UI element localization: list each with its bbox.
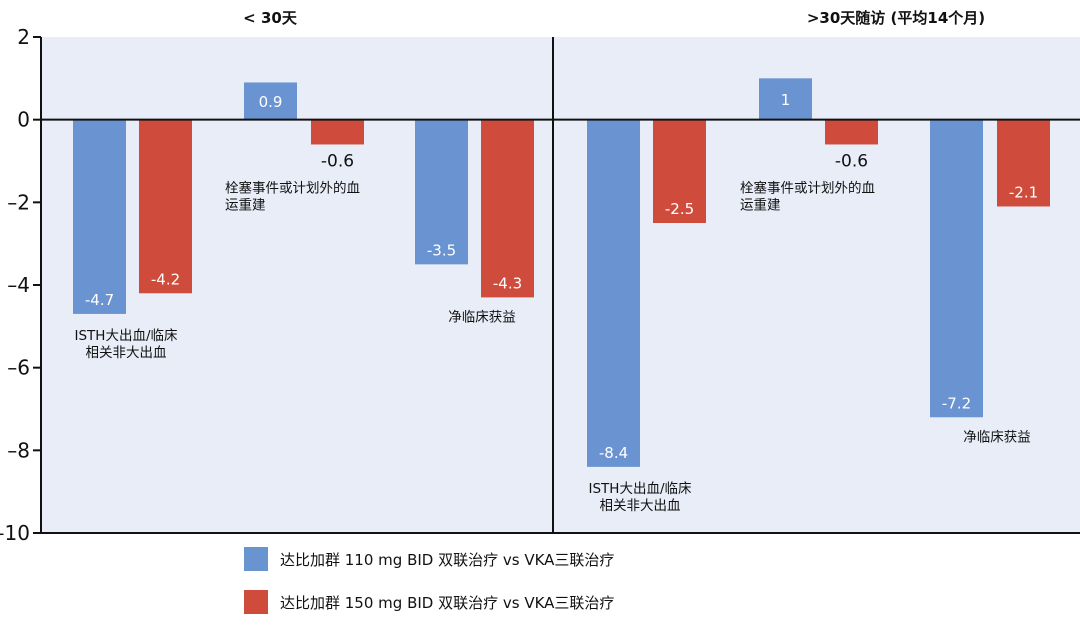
bar-p0-g2-s0 [415, 119, 468, 265]
category-label-p1-g1-line0: 栓塞事件或计划外的血 [740, 179, 875, 196]
bar-p1-g1-s0 [759, 78, 812, 120]
panel-title-0: < 30天 [243, 9, 298, 27]
value-label-p0-g2-s0: -3.5 [427, 241, 456, 259]
y-tick-label-6: –10 [0, 521, 30, 545]
value-label-p0-g2-s1: -4.3 [493, 274, 522, 292]
category-label-p1-g0-line0: ISTH大出血/临床 [589, 481, 692, 497]
panel-title-1: >30天随访 (平均14个月) [807, 9, 985, 27]
y-tick-label-0: 2 [17, 25, 30, 49]
legend-item-150mg: 达比加群 150 mg BID 双联治疗 vs VKA三联治疗 [244, 590, 614, 614]
value-label-p0-g0-s0: -4.7 [85, 291, 114, 309]
category-label-p0-g1-line0: 栓塞事件或计划外的血 [225, 179, 360, 196]
category-label-p1-g2-line0: 净临床获益 [963, 429, 1031, 445]
category-label-p0-g0-line1: 相关非大出血 [86, 345, 167, 361]
value-label-p1-g0-s0: -8.4 [599, 444, 628, 462]
bar-p0-g0-s1 [139, 119, 192, 294]
value-label-p0-g1-s1: -0.6 [321, 151, 354, 171]
value-label-p1-g2-s1: -2.1 [1009, 183, 1038, 201]
category-label-p0-g1-line1: 运重建 [225, 197, 266, 213]
value-label-p1-g0-s1: -2.5 [665, 200, 694, 218]
value-label-p1-g1-s0: 1 [781, 91, 791, 109]
legend-swatch-150mg [244, 590, 268, 614]
bar-p1-g0-s1 [653, 119, 706, 223]
y-tick-label-1: 0 [17, 108, 30, 132]
bar-p1-g0-s0 [587, 119, 640, 467]
y-tick-label-2: –2 [7, 190, 30, 214]
bar-p0-g1-s0 [244, 82, 297, 120]
legend-label-110mg: 达比加群 110 mg BID 双联治疗 vs VKA三联治疗 [280, 550, 615, 569]
y-tick-label-5: –8 [7, 438, 30, 462]
value-label-p0-g1-s0: 0.9 [259, 93, 283, 111]
bar-p0-g1-s1 [311, 119, 364, 145]
bar-p0-g2-s1 [481, 119, 534, 298]
value-label-p1-g1-s1: -0.6 [835, 151, 868, 171]
category-label-p1-g1-line1: 运重建 [740, 197, 781, 213]
category-label-p0-g0-line0: ISTH大出血/临床 [75, 328, 178, 344]
bar-p0-g0-s0 [73, 119, 126, 314]
plot-background [41, 37, 1080, 533]
y-tick-label-4: –6 [7, 356, 30, 380]
bar-p1-g2-s0 [930, 119, 983, 418]
value-label-p1-g2-s0: -7.2 [942, 394, 971, 412]
category-label-p0-g2-line0: 净临床获益 [448, 309, 516, 325]
y-tick-label-3: –4 [7, 273, 30, 297]
bar-p1-g2-s1 [997, 119, 1050, 207]
legend-item-110mg: 达比加群 110 mg BID 双联治疗 vs VKA三联治疗 [244, 547, 614, 571]
category-label-p1-g0-line1: 相关非大出血 [600, 498, 681, 514]
value-label-p0-g0-s1: -4.2 [151, 270, 180, 288]
legend-label-150mg: 达比加群 150 mg BID 双联治疗 vs VKA三联治疗 [280, 593, 615, 612]
legend-swatch-110mg [244, 547, 268, 571]
bar-p1-g1-s1 [825, 119, 878, 145]
